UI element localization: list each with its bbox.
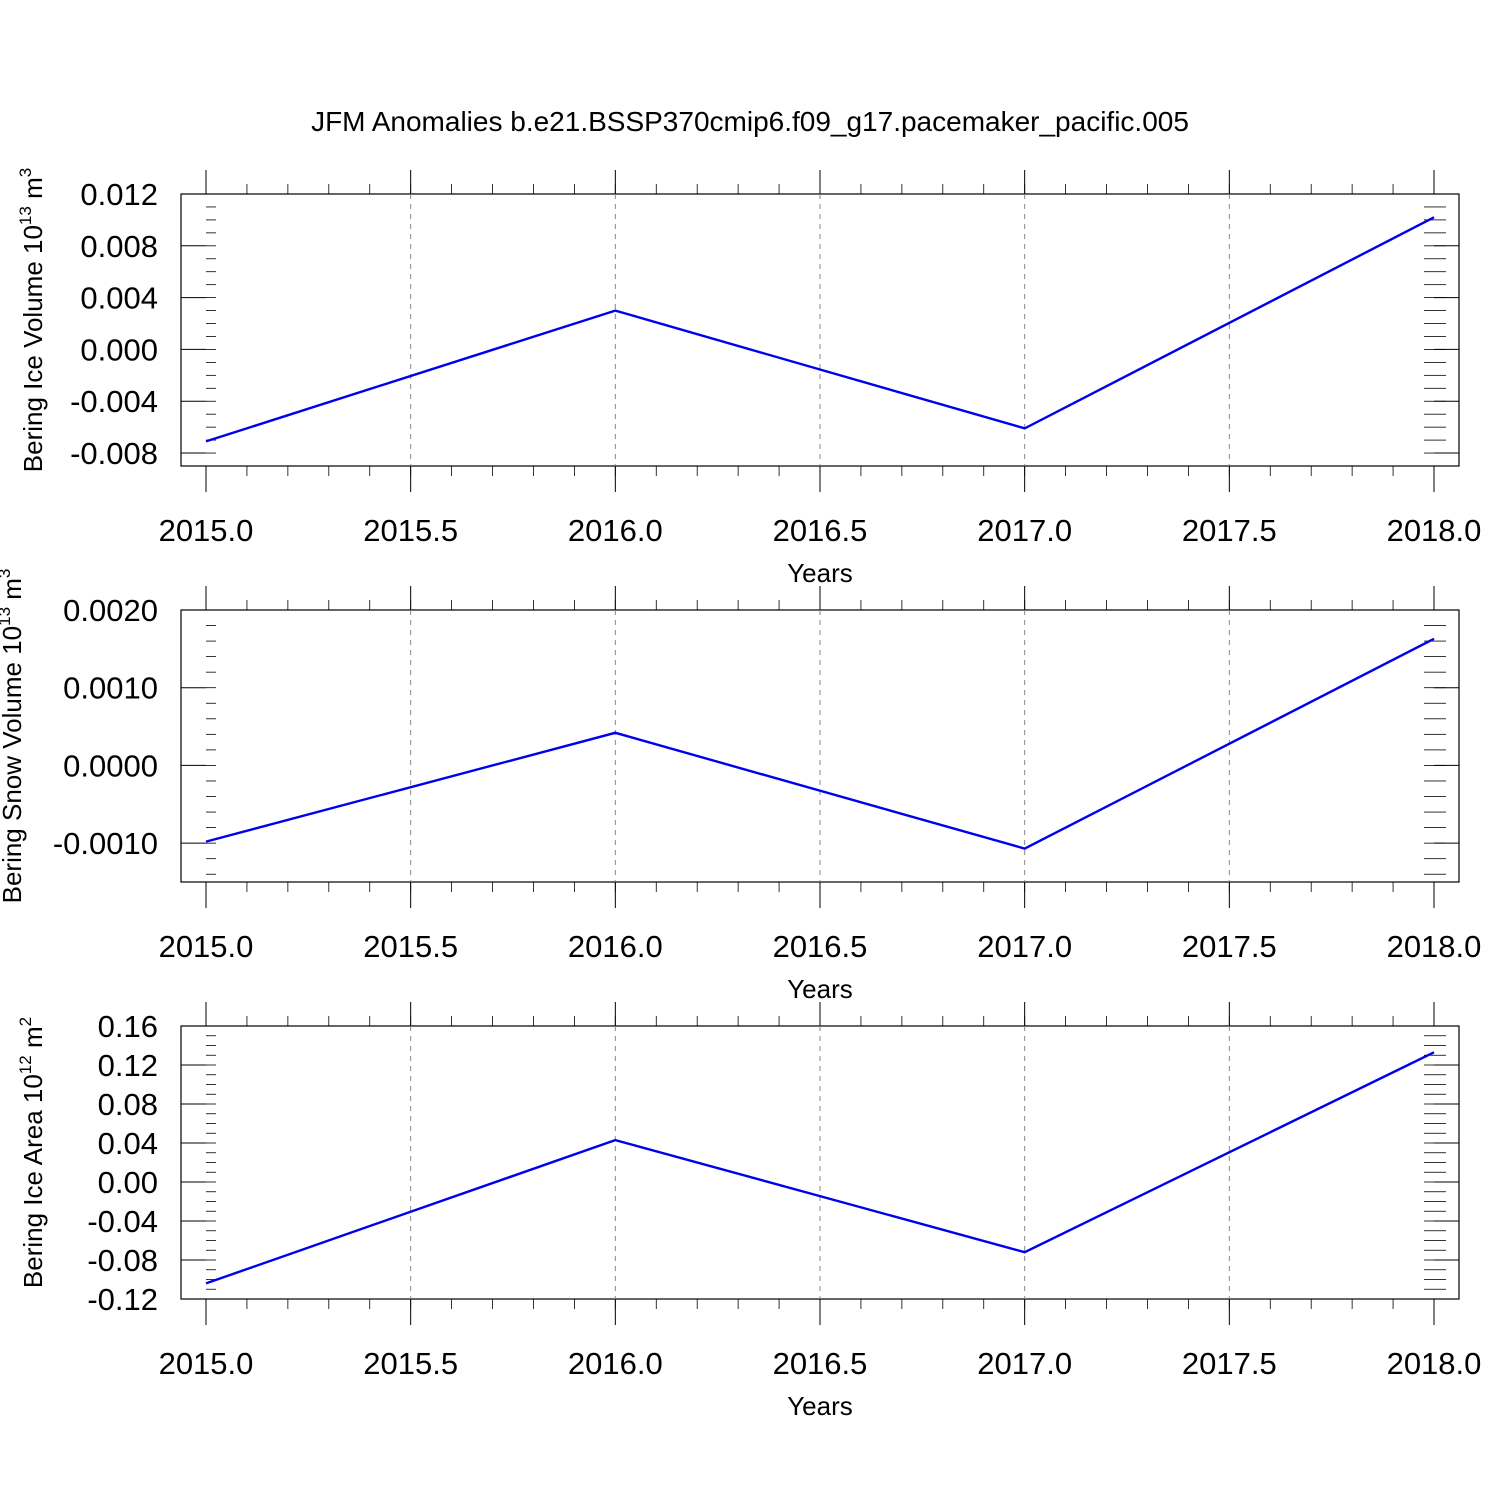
x-tick-label: 2018.0 (1387, 513, 1482, 548)
x-tick-label: 2015.5 (363, 513, 458, 548)
x-tick-label: 2015.5 (363, 1346, 458, 1381)
y-tick-label: -0.004 (70, 384, 158, 419)
x-tick-label: 2015.0 (159, 929, 254, 964)
y-tick-label: 0.08 (98, 1087, 158, 1122)
panel-3: 2015.0 2015.5 2016.0 2016.5 2017.0 2017.5 2018… (16, 1002, 1481, 1421)
x-tick-label: 2016.0 (568, 1346, 663, 1381)
y-tick-label: 0.0010 (63, 671, 158, 706)
x-tick-label: 2016.5 (773, 513, 868, 548)
x-tick-label: 2017.5 (1182, 513, 1277, 548)
y-axis-title: Bering Ice Volume 1013 m3 (16, 168, 48, 472)
x-tick-label: 2016.0 (568, 513, 663, 548)
y-tick-label: -0.12 (87, 1282, 158, 1317)
y-tick-label: 0.008 (80, 229, 158, 264)
y-tick-label: 0.000 (80, 332, 158, 367)
y-tick-label: 0.0020 (63, 593, 158, 628)
x-axis-title: Years (787, 558, 853, 588)
x-tick-label: 2018.0 (1387, 929, 1482, 964)
y-tick-label: -0.0010 (53, 826, 158, 861)
y-axis-title: Bering Snow Volume 1013 m3 (0, 569, 27, 904)
y-tick-label: -0.08 (87, 1243, 158, 1278)
y-tick-label: 0.00 (98, 1165, 158, 1200)
y-tick-label: 0.04 (98, 1126, 158, 1161)
x-tick-label: 2017.5 (1182, 1346, 1277, 1381)
panel-2: 2015.0 2015.5 2016.0 2016.5 2017.0 2017.5 2018… (0, 569, 1481, 1004)
y-tick-label: -0.04 (87, 1204, 158, 1239)
panels: 2015.0 2015.5 2016.0 2016.5 2017.0 2017.5 2018… (0, 168, 1481, 1421)
y-tick-label: 0.12 (98, 1048, 158, 1083)
panel-1: 2015.0 2015.5 2016.0 2016.5 2017.0 2017.5 2018… (16, 168, 1481, 588)
x-tick-label: 2015.0 (159, 1346, 254, 1381)
x-tick-label: 2015.5 (363, 929, 458, 964)
x-tick-label: 2016.5 (773, 1346, 868, 1381)
x-axis-title: Years (787, 974, 853, 1004)
y-tick-label: -0.008 (70, 436, 158, 471)
x-tick-label: 2017.0 (977, 1346, 1072, 1381)
x-tick-label: 2017.5 (1182, 929, 1277, 964)
y-tick-label: 0.16 (98, 1009, 158, 1044)
chart-title: JFM Anomalies b.e21.BSSP370cmip6.f09_g17… (311, 106, 1189, 137)
y-tick-label: 0.0000 (63, 748, 158, 783)
x-axis-title: Years (787, 1391, 853, 1421)
y-tick-label: 0.004 (80, 281, 158, 316)
series-line (205, 637, 1435, 850)
x-tick-label: 2016.5 (773, 929, 868, 964)
y-axis-title: Bering Ice Area 1012 m2 (16, 1017, 48, 1288)
x-tick-label: 2017.0 (977, 513, 1072, 548)
y-tick-label: 0.012 (80, 177, 158, 212)
series-line (205, 1051, 1435, 1285)
x-tick-label: 2016.0 (568, 929, 663, 964)
x-tick-label: 2018.0 (1387, 1346, 1482, 1381)
series-line (205, 216, 1435, 443)
x-tick-label: 2015.0 (159, 513, 254, 548)
x-tick-label: 2017.0 (977, 929, 1072, 964)
